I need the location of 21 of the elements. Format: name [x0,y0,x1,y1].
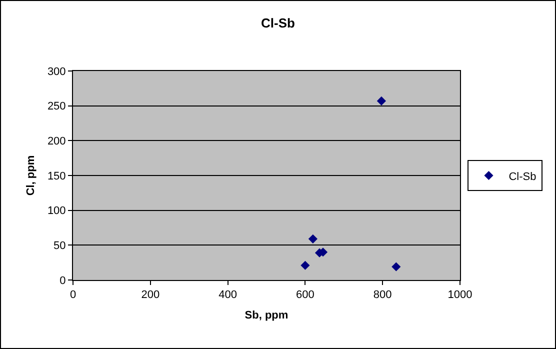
x-tick-label: 0 [70,289,76,302]
x-tick-label: 800 [373,289,392,302]
y-tick-label: 100 [47,205,66,218]
y-tick-label: 150 [47,170,66,182]
y-tick-label: 250 [47,100,66,113]
point [308,234,318,244]
y-tick-label: 200 [47,136,66,148]
y-tick-label: 0 [60,274,66,287]
x-tick-label: 600 [296,289,314,302]
y-axis-title: Cl, ppm [25,155,38,196]
y-tick-label: 300 [47,66,66,78]
x-tick-label: 200 [141,289,160,302]
chart-title: Cl-Sb [261,15,296,30]
x-tick-label: 1000 [448,289,472,302]
point [300,260,310,270]
point [392,262,401,272]
y-tick-label: 50 [54,240,66,252]
x-axis-title: Sb, ppm [244,309,288,322]
point [376,96,386,106]
legend-label: Cl-Sb [508,170,536,183]
x-tick-label: 400 [218,289,237,302]
